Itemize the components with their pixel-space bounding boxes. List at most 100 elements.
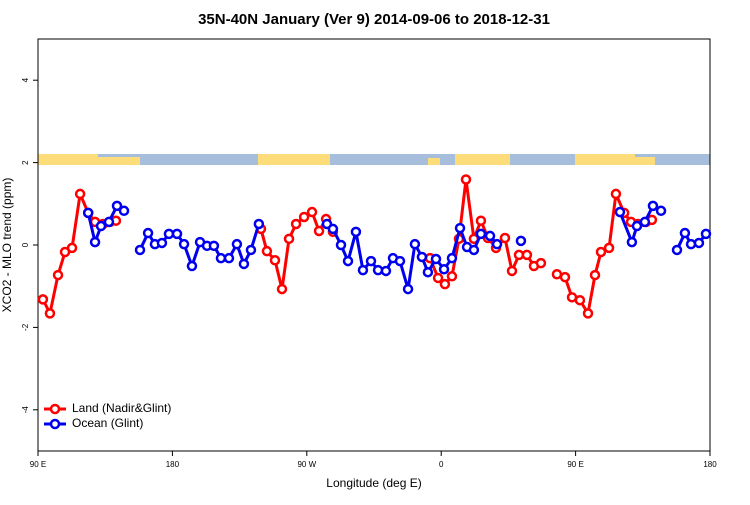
- data-point: [290, 218, 302, 230]
- chart-title: 35N-40N January (Ver 9) 2014-09-06 to 20…: [198, 11, 550, 28]
- data-point: [582, 308, 594, 319]
- data-point: [253, 218, 265, 230]
- y-axis-label: XCO2 - MLO trend (ppm): [0, 178, 14, 313]
- data-point: [521, 249, 533, 261]
- data-point: [589, 269, 601, 281]
- data-point: [111, 200, 123, 212]
- data-point: [595, 246, 607, 258]
- x-tick-label: 0: [439, 460, 444, 469]
- data-point: [614, 206, 626, 218]
- data-point: [37, 294, 49, 305]
- data-point: [103, 216, 115, 228]
- data-point: [559, 271, 571, 283]
- data-point: [655, 205, 667, 217]
- data-point: [335, 239, 347, 251]
- data-point: [171, 228, 183, 240]
- data-point: [515, 235, 527, 247]
- data-point: [208, 240, 220, 252]
- x-axis-label: Longitude (deg E): [326, 476, 421, 490]
- data-point: [460, 174, 472, 185]
- x-tick-label: 90 E: [30, 460, 46, 469]
- data-point: [432, 272, 444, 284]
- data-point: [134, 244, 146, 256]
- data-point: [394, 255, 406, 267]
- data-point: [402, 283, 414, 295]
- data-point: [95, 220, 107, 232]
- data-point: [365, 255, 377, 267]
- data-point: [535, 257, 547, 269]
- data-point: [685, 238, 697, 250]
- data-point: [276, 283, 288, 295]
- data-point: [468, 244, 480, 256]
- data-point: [357, 264, 369, 276]
- y-tick-label: -2: [21, 323, 30, 331]
- map-strip: [38, 154, 710, 165]
- data-point: [610, 188, 622, 200]
- x-tick-label: 180: [703, 460, 717, 469]
- data-point: [238, 258, 250, 270]
- data-point: [163, 228, 175, 240]
- legend-label: Ocean (Glint): [72, 416, 143, 430]
- data-point: [118, 205, 130, 217]
- x-tick-label: 90 W: [297, 460, 316, 469]
- series: [37, 174, 658, 319]
- legend-marker: [49, 418, 61, 430]
- data-point: [430, 253, 442, 265]
- data-point: [422, 266, 434, 278]
- data-point: [603, 242, 615, 254]
- data-point: [89, 236, 101, 248]
- data-point: [446, 252, 458, 264]
- data-point: [499, 232, 511, 244]
- data-point: [74, 188, 86, 200]
- data-point: [269, 254, 281, 266]
- data-point: [245, 244, 257, 256]
- data-point: [156, 237, 168, 249]
- data-point: [327, 223, 339, 235]
- data-point: [52, 269, 64, 281]
- y-tick-label: 2: [21, 160, 30, 165]
- data-point: [475, 215, 487, 226]
- data-point: [215, 252, 227, 264]
- legend-marker: [49, 403, 61, 415]
- data-point: [66, 242, 78, 254]
- data-point: [342, 255, 354, 267]
- data-point: [551, 269, 563, 280]
- data-point: [178, 238, 190, 250]
- x-tick-label: 90 E: [567, 460, 583, 469]
- data-point: [454, 222, 466, 234]
- data-point: [283, 233, 295, 245]
- data-point: [186, 260, 198, 272]
- legend: Land (Nadir&Glint)Ocean (Glint): [44, 401, 171, 430]
- y-tick-label: 0: [21, 242, 30, 247]
- data-point: [639, 216, 651, 228]
- data-point: [671, 244, 683, 256]
- data-point: [313, 225, 325, 237]
- data-point: [700, 228, 712, 240]
- data-point: [626, 236, 638, 248]
- data-point: [306, 206, 318, 218]
- data-point: [223, 252, 235, 264]
- data-point: [484, 230, 496, 242]
- data-point: [475, 228, 487, 240]
- data-point: [647, 200, 659, 212]
- series: [82, 200, 712, 295]
- y-tick-label: -4: [21, 406, 30, 414]
- data-point: [142, 227, 154, 239]
- legend-label: Land (Nadir&Glint): [72, 401, 171, 415]
- data-point: [438, 264, 450, 275]
- data-point: [44, 308, 56, 319]
- data-point: [416, 251, 428, 263]
- data-point: [298, 211, 310, 223]
- data-point: [446, 271, 458, 282]
- data-point: [693, 237, 705, 249]
- data-point: [439, 278, 451, 290]
- data-point: [82, 207, 94, 219]
- data-point: [380, 265, 392, 277]
- data-point: [631, 220, 643, 232]
- data-point: [261, 245, 273, 257]
- data-point: [679, 227, 691, 239]
- x-tick-label: 180: [166, 460, 180, 469]
- data-point: [231, 238, 243, 250]
